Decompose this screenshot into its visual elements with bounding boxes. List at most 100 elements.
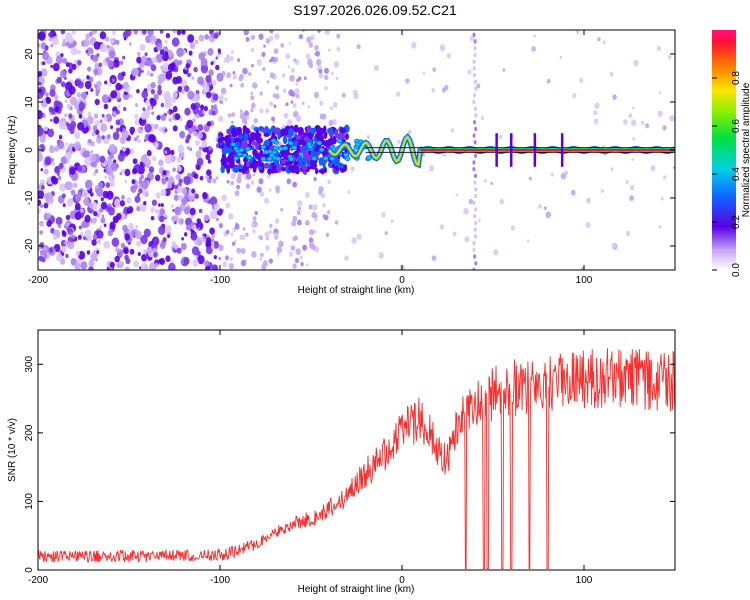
signal-core-blob bbox=[311, 156, 318, 161]
spectrogram-blob bbox=[158, 258, 163, 264]
spectrogram-blob bbox=[141, 179, 149, 190]
signal-core-blob bbox=[263, 149, 270, 155]
spectrogram-blob bbox=[442, 151, 447, 157]
spectrogram-blob bbox=[38, 31, 46, 41]
spectrogram-blob bbox=[672, 166, 675, 170]
spectrogram-blob bbox=[167, 178, 173, 185]
spectrogram-blob bbox=[213, 255, 217, 260]
spectrogram-blob bbox=[333, 61, 339, 68]
spectrogram-blob bbox=[77, 234, 82, 240]
spectrogram-blob bbox=[134, 137, 138, 142]
spectrogram-blob bbox=[261, 51, 266, 58]
spectrogram-blob bbox=[114, 198, 122, 208]
spectrogram-blob bbox=[165, 70, 173, 80]
spectrogram-blob bbox=[121, 71, 126, 77]
spectrogram-blob bbox=[165, 255, 171, 262]
spectrogram-blob bbox=[112, 131, 120, 141]
spectrogram-blob bbox=[64, 99, 68, 103]
spectrogram-blob bbox=[113, 111, 117, 116]
snr-x-label: Height of straight line (km) bbox=[298, 584, 415, 595]
spectrogram-blob bbox=[141, 90, 149, 99]
spectrogram-blob bbox=[330, 71, 334, 75]
signal-blob bbox=[263, 162, 270, 169]
signal-blob bbox=[333, 157, 340, 166]
colorbar-tick-label: 0.4 bbox=[731, 167, 742, 181]
spectrogram-blob bbox=[61, 42, 66, 48]
signal-blob bbox=[220, 165, 225, 174]
spectrogram-blob bbox=[405, 78, 410, 84]
spectrogram-blob bbox=[668, 55, 672, 60]
spectrogram-blob bbox=[128, 42, 132, 46]
spectrogram-blob bbox=[103, 240, 110, 249]
spectrogram-blob bbox=[188, 50, 193, 56]
spectrogram-blob bbox=[498, 134, 503, 140]
signal-core-blob bbox=[273, 145, 279, 151]
spectrogram-blob bbox=[89, 153, 97, 163]
spectrogram-blob bbox=[397, 139, 401, 144]
spectrogram-blob bbox=[312, 204, 318, 211]
spectrogram-blob bbox=[204, 260, 210, 268]
spectrogram-blob bbox=[93, 41, 101, 50]
spectrogram-blob bbox=[197, 255, 205, 265]
spectrogram-blob bbox=[109, 50, 116, 59]
spectrogram-blob bbox=[234, 190, 240, 197]
spectrogram-blob bbox=[211, 244, 215, 250]
spectrogram-blob bbox=[94, 98, 100, 106]
spectrogram-blob bbox=[111, 162, 118, 172]
spectrogram-blob bbox=[302, 30, 305, 33]
snr-y-tick-label: 300 bbox=[24, 356, 35, 373]
spectrogram-blob bbox=[439, 44, 446, 52]
spectrogram-blob bbox=[150, 206, 156, 213]
spectrogram-blob bbox=[78, 102, 86, 111]
spectrogram-blob bbox=[86, 75, 90, 80]
spectrogram-blob bbox=[129, 248, 135, 255]
spectrogram-blob bbox=[134, 230, 142, 240]
interference-spike-mark bbox=[473, 93, 476, 98]
spectrogram-blob bbox=[305, 221, 308, 225]
colorbar-tick-label: 0.8 bbox=[731, 71, 742, 85]
interference-spike-mark bbox=[474, 126, 478, 132]
spectrogram-blob bbox=[296, 115, 301, 122]
spectrogram-blob bbox=[75, 194, 82, 202]
signal-blob bbox=[280, 128, 285, 137]
spectrogram-blob bbox=[106, 44, 110, 49]
spectrogram-blob bbox=[189, 198, 193, 202]
spectrogram-blob bbox=[217, 48, 221, 53]
spectrogram-blob bbox=[177, 144, 185, 153]
signal-blob bbox=[254, 161, 261, 166]
spectrogram-blob bbox=[178, 217, 184, 226]
spectrogram-blob bbox=[211, 233, 216, 239]
spectrogram-blob bbox=[130, 185, 137, 193]
spectrogram-blob bbox=[296, 78, 300, 83]
spectrogram-blob bbox=[40, 168, 44, 172]
spectrogram-blob bbox=[209, 30, 213, 34]
spectrogram-blob bbox=[585, 222, 591, 228]
spectrogram-blob bbox=[321, 113, 327, 120]
spectrogram-blob bbox=[278, 240, 284, 248]
spectrogram-blob bbox=[88, 202, 93, 209]
spectrogram-blob bbox=[42, 61, 46, 66]
spectrogram-blob bbox=[157, 84, 162, 90]
spectrogram-blob bbox=[180, 242, 187, 251]
spectrogram-blob bbox=[490, 181, 494, 186]
spectrogram-blob bbox=[152, 247, 157, 253]
spectrogram-blob bbox=[133, 30, 139, 35]
snr-panel: -200 -100 0 100 0 100 200 300 Height of straigh… bbox=[7, 329, 676, 595]
signal-blob bbox=[224, 137, 231, 145]
spectrogram-blob bbox=[252, 229, 256, 234]
spectrogram-blob bbox=[265, 108, 270, 114]
spectrogram-blob bbox=[450, 128, 455, 133]
spectrogram-blob bbox=[94, 120, 101, 127]
spectrogram-blob bbox=[196, 218, 202, 224]
spectrogram-blob bbox=[181, 237, 185, 241]
spectrogram-blob bbox=[118, 261, 124, 269]
spectrogram-blob bbox=[91, 30, 98, 35]
spectrogram-blob bbox=[174, 206, 182, 216]
spectrogram-blob bbox=[192, 118, 196, 123]
spectrogram-blob bbox=[125, 258, 131, 265]
spectrogram-blob bbox=[171, 110, 174, 114]
spectrogram-blob bbox=[315, 50, 320, 57]
signal-core-blob bbox=[288, 156, 295, 162]
spectrogram-blob bbox=[43, 192, 51, 201]
spectrogram-blob bbox=[250, 180, 255, 185]
